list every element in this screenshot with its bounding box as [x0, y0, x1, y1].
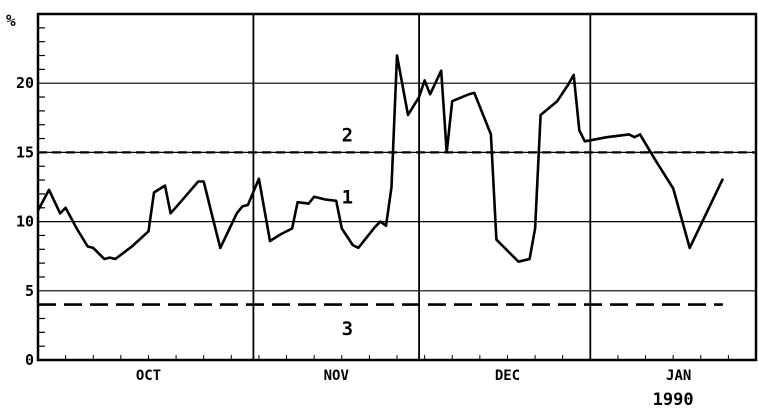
plot-frame [36, 12, 758, 362]
curve-label: 3 [342, 318, 353, 340]
x-axis: OCT NOV DEC JAN 1990 [37, 355, 757, 410]
x-tick-label: JAN [666, 368, 691, 384]
year-label: 1990 [653, 390, 694, 410]
curve-label: 1 [342, 187, 353, 209]
annotations: 1 2 3 [342, 124, 353, 340]
gridlines [38, 82, 756, 292]
y-tick-label: 0 [25, 351, 34, 369]
x-tick-label: OCT [136, 368, 161, 384]
y-axis-label: % [6, 11, 16, 30]
y-tick-label: 15 [16, 143, 34, 161]
y-tick-label: 20 [16, 74, 34, 92]
y-tick-label: 5 [25, 282, 34, 300]
curve-label: 2 [342, 124, 353, 146]
x-tick-label: DEC [495, 368, 520, 384]
x-tick-label: NOV [324, 368, 350, 384]
series-line-1 [36, 54, 725, 264]
y-tick-label: 10 [16, 213, 34, 231]
month-separators [252, 14, 592, 360]
series-group [36, 54, 756, 306]
